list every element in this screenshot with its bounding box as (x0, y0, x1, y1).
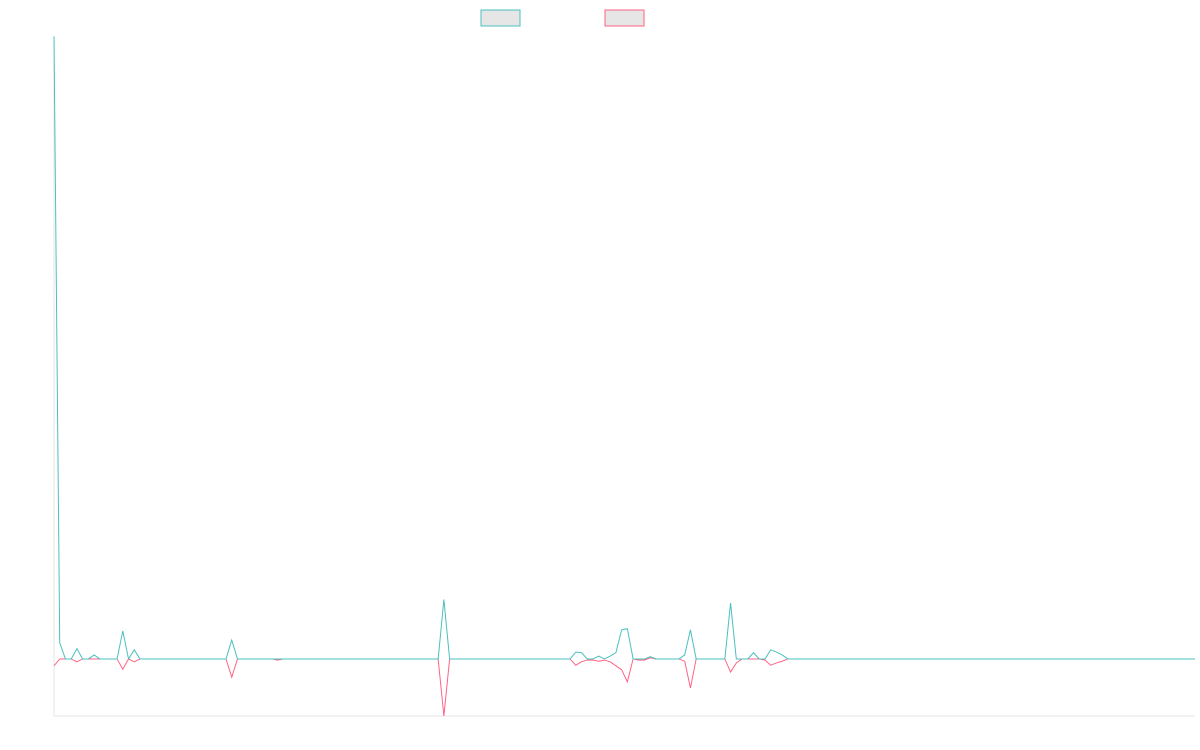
legend-swatch (480, 9, 521, 27)
series-line (53, 36, 1195, 661)
series-line (53, 657, 1195, 717)
legend-swatch (604, 9, 645, 27)
